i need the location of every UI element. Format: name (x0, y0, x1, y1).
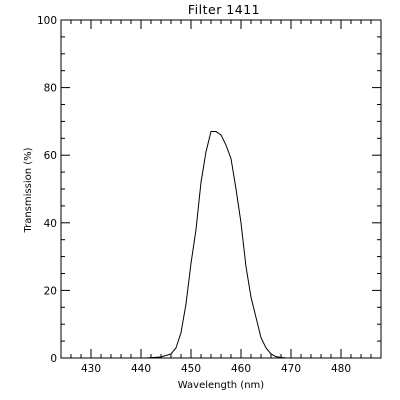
y-tick-label: 60 (44, 150, 57, 162)
x-tick-label: 460 (231, 363, 251, 375)
plot-frame (60, 19, 382, 359)
y-tick-label: 20 (44, 285, 57, 297)
x-tick-label: 430 (81, 363, 101, 375)
axis-ticks (60, 19, 382, 359)
transmission-curve (145, 131, 287, 359)
x-tick-label: 470 (281, 363, 301, 375)
y-axis-title: Transmission (%) (23, 147, 34, 233)
x-tick-labels: 430 440 450 460 470 480 (81, 363, 351, 375)
x-tick-label: 480 (331, 363, 351, 375)
y-tick-label: 40 (44, 218, 57, 230)
y-tick-label: 80 (44, 83, 57, 95)
chart-title: Filter 1411 (188, 2, 260, 17)
x-axis-title: Wavelength (nm) (178, 380, 264, 391)
y-tick-label: 100 (37, 15, 57, 27)
y-tick-label: 0 (50, 353, 57, 365)
x-tick-label: 450 (181, 363, 201, 375)
y-tick-labels: 0 20 40 60 80 100 (37, 15, 57, 365)
x-tick-label: 440 (131, 363, 151, 375)
